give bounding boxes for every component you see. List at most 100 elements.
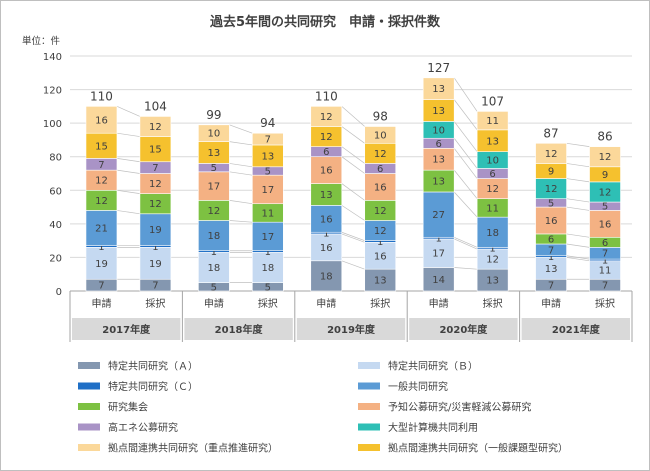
data-label: 1 xyxy=(435,234,441,245)
x-axis: 申請 採択 申請 採択 申請 採択 申請 採択 申請 採択 2017年度 2018年度 2019年度 20… xyxy=(69,291,633,342)
data-label: 1 xyxy=(265,247,271,258)
total-label: 87 xyxy=(543,126,558,140)
bar-segment xyxy=(198,171,230,201)
data-label: 13 xyxy=(545,264,558,275)
legend-entry: 高エネ公募研究 xyxy=(108,421,178,434)
bar-segment xyxy=(198,124,230,142)
data-label: 12 xyxy=(320,112,333,123)
data-label: 1 xyxy=(152,242,158,253)
data-label: 7 xyxy=(548,245,554,256)
y-tick-label: 140 xyxy=(43,52,62,63)
data-label: 11 xyxy=(486,203,499,214)
data-label: 7 xyxy=(98,281,104,292)
data-label: 19 xyxy=(149,225,162,236)
total-label: 98 xyxy=(373,110,388,124)
bar-segment xyxy=(422,191,455,238)
legend-swatch xyxy=(78,382,100,390)
connector-line xyxy=(341,126,365,144)
connector-line xyxy=(341,233,365,243)
x-tick-label: 申請 xyxy=(429,297,449,310)
bar-segment xyxy=(252,132,284,146)
total-label: 94 xyxy=(260,116,275,130)
connector-line xyxy=(341,260,365,270)
data-label: 16 xyxy=(320,243,333,254)
data-label: 12 xyxy=(95,196,108,207)
data-label: 1 xyxy=(98,242,104,253)
data-label: 5 xyxy=(548,198,554,209)
data-label: 1 xyxy=(323,229,329,240)
connector-line xyxy=(566,257,590,262)
data-label: 5 xyxy=(602,202,608,213)
year-band xyxy=(521,318,630,340)
data-label: 18 xyxy=(208,263,221,274)
connector-line xyxy=(116,169,140,174)
x-tick-label: 申請 xyxy=(204,297,224,310)
data-label: 1 xyxy=(377,237,383,248)
data-label: 16 xyxy=(545,216,558,227)
connector-line xyxy=(116,189,140,194)
bar-segment xyxy=(589,210,621,238)
x-tick-label: 採択 xyxy=(483,297,503,310)
data-label: 19 xyxy=(95,259,108,270)
bar-segment xyxy=(139,247,172,280)
bar-segment xyxy=(364,242,397,270)
data-label: 18 xyxy=(486,228,499,239)
x-tick-label: 申請 xyxy=(91,297,111,310)
legend-entry: 特定共同研究（Ａ） xyxy=(108,360,198,373)
data-label: 21 xyxy=(95,224,108,235)
connector-line xyxy=(229,141,253,146)
bar-segment xyxy=(476,111,509,131)
connector-line xyxy=(454,236,478,248)
data-label: 18 xyxy=(320,271,333,282)
y-axis: 0 20 40 60 80 100 120 140 xyxy=(43,52,62,298)
data-label: 12 xyxy=(320,132,333,143)
connector-line xyxy=(453,169,478,199)
connector-line xyxy=(453,99,478,131)
data-label: 17 xyxy=(432,249,445,260)
data-label: 12 xyxy=(374,206,387,217)
data-label: 7 xyxy=(98,160,104,171)
data-label: 5 xyxy=(211,282,217,293)
connector-line xyxy=(341,183,365,201)
data-label: 18 xyxy=(261,263,274,274)
data-label: 13 xyxy=(432,106,445,117)
data-label: 12 xyxy=(545,184,558,195)
x-tick-label: 申請 xyxy=(316,297,336,310)
data-label: 7 xyxy=(602,281,608,292)
connector-line xyxy=(116,106,141,117)
data-label: 12 xyxy=(374,149,387,160)
year-label: 2017年度 xyxy=(102,323,151,336)
data-label: 16 xyxy=(95,115,108,126)
data-label: 15 xyxy=(95,141,108,152)
data-label: 1 xyxy=(602,255,608,266)
data-label: 11 xyxy=(261,208,274,219)
connector-line xyxy=(229,171,253,176)
legend-entry: 大型計算機共同利用 xyxy=(388,421,478,434)
data-label: 13 xyxy=(432,177,445,188)
data-label: 15 xyxy=(149,145,162,156)
data-label: 10 xyxy=(432,125,445,136)
legend-entry: 特定共同研究（Ｂ） xyxy=(388,360,478,373)
connector-line xyxy=(566,163,590,168)
y-tick-label: 20 xyxy=(49,253,62,264)
legend-entry: 拠点間連携共同研究（一般課題型研究） xyxy=(388,442,568,455)
data-label: 12 xyxy=(599,187,612,198)
data-label: 17 xyxy=(261,185,274,196)
legend-entry: 研究集会 xyxy=(108,401,148,414)
bar-segment xyxy=(252,174,284,205)
data-label: 10 xyxy=(486,156,499,167)
connector-line xyxy=(566,198,590,203)
data-label: 13 xyxy=(432,84,445,95)
data-label: 6 xyxy=(323,147,329,158)
legend-entry: 予知公募研究/災害軽減公募研究 xyxy=(388,401,531,414)
data-label: 12 xyxy=(208,206,221,217)
data-label: 16 xyxy=(374,251,387,262)
connector-line xyxy=(566,243,590,248)
total-label: 86 xyxy=(597,130,612,144)
data-label: 13 xyxy=(486,276,499,287)
data-label: 11 xyxy=(599,266,612,277)
data-label: 12 xyxy=(149,199,162,210)
legend-swatch xyxy=(358,444,380,451)
data-label: 13 xyxy=(374,276,387,287)
